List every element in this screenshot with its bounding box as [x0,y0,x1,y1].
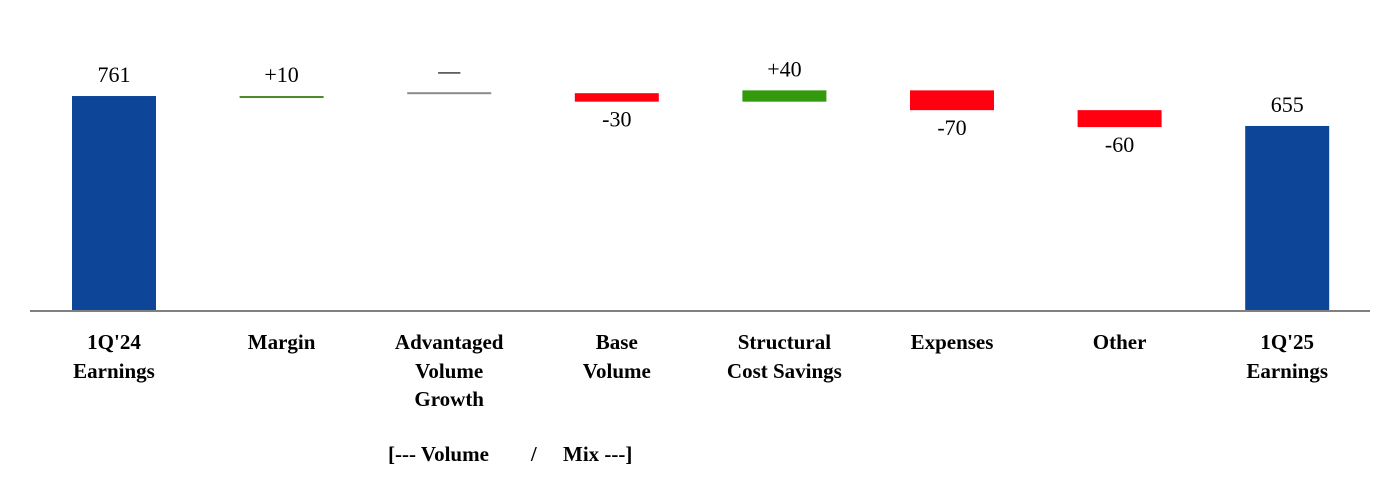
category-label-5: Expenses [872,328,1032,357]
category-label-7: 1Q'25 Earnings [1207,328,1367,385]
category-label-line: Margin [247,330,316,354]
value-label-4: +40 [767,56,801,81]
category-label-line: Volume [415,358,484,383]
value-label-1: +10 [264,62,298,87]
category-label-line: Earnings [1246,358,1329,383]
volume-mix-group-label: [--- Volume / Mix ---] [388,442,633,466]
category-label-1: Margin [202,328,362,357]
category-label-line: 1Q'25 [1260,330,1315,354]
bar-4 [742,90,827,102]
category-label-line: Earnings [73,358,155,383]
value-label-2: — [437,58,461,83]
value-label-0: 761 [98,62,131,87]
category-label-0: 1Q'24 Earnings [34,328,194,385]
bar-2 [407,92,492,95]
category-label-line: Structural [737,330,832,354]
value-label-6: -60 [1105,132,1134,157]
category-label-line: 1Q'24 [87,330,141,354]
value-label-5: -70 [937,115,966,140]
category-label-line: Base [595,330,638,354]
bar-0 [72,96,156,311]
bar-1 [239,96,324,99]
category-label-4: Structural Cost Savings [704,328,864,385]
category-label-3: Base Volume [537,328,697,385]
category-label-line: Expenses [910,330,994,354]
category-label-line: Growth [414,387,484,411]
category-label-line: Volume [582,358,651,383]
category-label-line: Other [1092,330,1147,354]
category-label-line: Advantaged [394,330,504,354]
category-label-line: Cost Savings [726,358,842,383]
category-label-6: Other [1040,328,1200,357]
category-label-2: Advantaged Volume Growth [369,328,529,414]
bar-3 [574,93,659,102]
bar-7 [1245,125,1330,312]
bar-5 [910,90,994,111]
value-label-7: 655 [1271,92,1304,117]
value-label-3: -30 [602,107,631,132]
bar-6 [1077,110,1162,128]
